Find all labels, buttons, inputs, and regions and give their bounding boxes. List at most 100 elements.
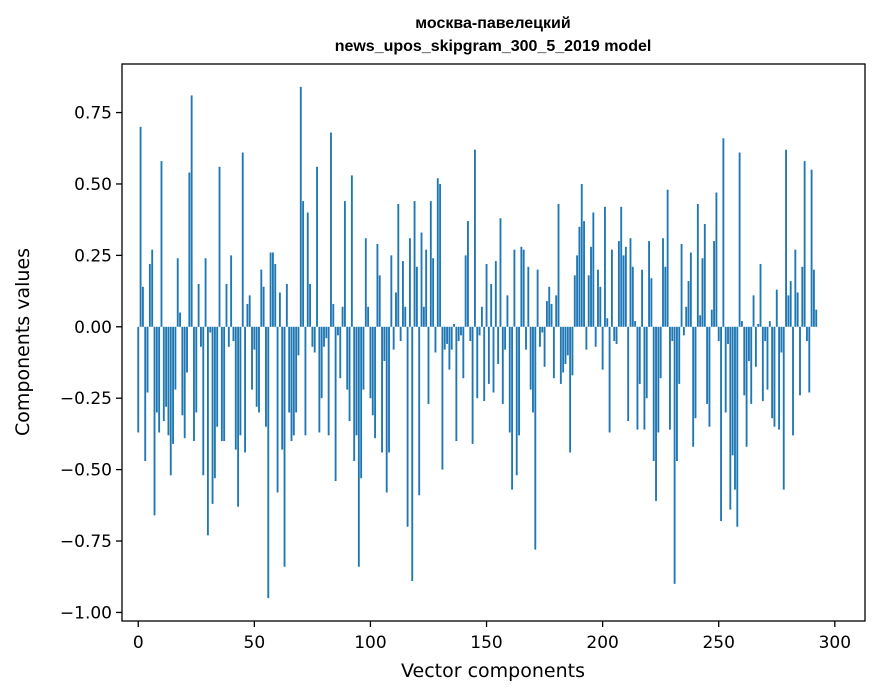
bar-163 [515, 326, 518, 476]
bar-43 [237, 326, 240, 507]
bar-210 [624, 246, 627, 327]
bar-51 [255, 326, 258, 407]
bar-45 [241, 152, 244, 327]
bar-198 [597, 269, 599, 327]
bar-181 [557, 203, 560, 327]
bar-146 [476, 326, 479, 399]
bar-209 [622, 255, 625, 327]
bar-161 [511, 326, 514, 490]
bar-67 [292, 326, 295, 436]
bar-260 [741, 321, 743, 327]
bar-277 [780, 326, 783, 353]
bar-103 [376, 243, 379, 327]
bar-153 [492, 326, 495, 393]
bar-166 [522, 249, 525, 327]
bar-64 [285, 283, 288, 327]
bar-24 [193, 326, 195, 442]
bar-120 [415, 266, 418, 327]
bar-76 [313, 326, 316, 353]
bar-136 [453, 323, 455, 327]
bar-231 [673, 326, 676, 584]
bar-137 [455, 326, 458, 442]
bar-241 [696, 203, 699, 327]
bar-268 [759, 263, 762, 327]
bar-132 [443, 326, 446, 350]
bar-59 [274, 263, 277, 327]
bar-158 [504, 326, 507, 350]
bar-105 [381, 326, 383, 453]
bar-75 [311, 326, 314, 347]
bar-263 [747, 326, 750, 362]
bar-189 [576, 255, 579, 327]
bar-60 [276, 326, 279, 493]
bar-4 [146, 326, 149, 393]
bar-172 [536, 269, 539, 327]
bar-53 [260, 269, 263, 327]
bar-234 [680, 243, 683, 327]
bar-278 [782, 326, 785, 490]
bar-17 [176, 258, 179, 327]
bar-38 [225, 283, 228, 327]
bar-246 [708, 326, 711, 427]
bar-6 [151, 249, 154, 327]
bar-151 [487, 326, 490, 384]
bar-208 [620, 206, 623, 327]
bar-54 [262, 286, 265, 327]
bar-21 [186, 326, 188, 373]
bar-159 [506, 295, 509, 327]
bar-264 [750, 326, 753, 404]
bar-39 [227, 326, 230, 347]
bar-200 [601, 326, 604, 370]
bar-7 [153, 326, 156, 516]
bar-65 [288, 326, 291, 413]
bar-40 [230, 255, 233, 327]
bar-282 [792, 326, 794, 436]
bar-274 [773, 326, 776, 427]
bar-253 [724, 326, 727, 413]
bar-102 [374, 326, 377, 439]
bar-170 [532, 326, 534, 413]
bar-90 [346, 326, 349, 390]
bar-66 [290, 326, 293, 442]
bar-88 [341, 306, 344, 327]
bar-262 [745, 326, 748, 447]
bar-100 [369, 326, 372, 399]
bar-52 [258, 326, 260, 413]
bar-101 [371, 326, 374, 416]
bar-179 [552, 326, 555, 379]
bar-85 [334, 326, 337, 482]
bar-238 [689, 252, 692, 327]
bar-226 [662, 238, 664, 327]
bar-221 [650, 278, 653, 327]
bar-197 [594, 326, 597, 347]
bar-182 [559, 326, 562, 384]
x-tick-label: 150 [470, 633, 502, 653]
x-tick-label: 0 [133, 633, 144, 653]
bar-115 [404, 306, 407, 327]
bar-126 [429, 201, 432, 327]
bar-207 [617, 241, 620, 327]
bar-114 [402, 261, 404, 327]
bar-133 [446, 326, 448, 344]
bar-50 [253, 326, 256, 350]
bar-228 [666, 189, 669, 327]
bar-44 [239, 326, 242, 436]
bar-279 [785, 149, 787, 327]
bar-69 [297, 326, 300, 356]
bar-220 [648, 241, 650, 327]
bar-290 [810, 169, 813, 327]
bar-291 [812, 269, 815, 327]
bar-211 [627, 326, 630, 422]
bar-58 [271, 252, 274, 327]
bar-230 [671, 326, 674, 342]
bar-5 [148, 263, 151, 327]
bar-130 [439, 183, 442, 327]
bar-261 [743, 326, 746, 396]
bar-222 [652, 326, 655, 462]
bar-93 [353, 326, 356, 462]
bar-128 [434, 326, 437, 353]
bar-122 [420, 232, 423, 327]
bar-169 [529, 326, 532, 390]
bar-175 [543, 326, 546, 367]
